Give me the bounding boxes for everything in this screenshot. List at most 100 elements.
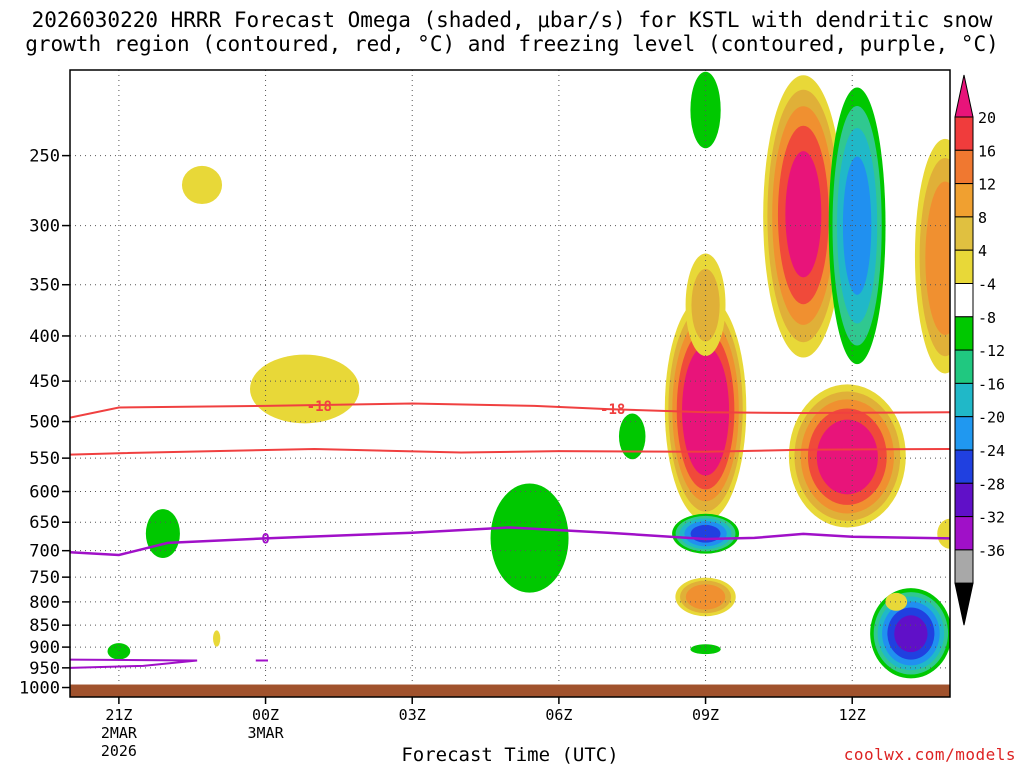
ground-fill bbox=[70, 684, 950, 697]
colorbar-arrow-bottom bbox=[954, 582, 974, 626]
colorbar-swatch bbox=[954, 316, 974, 351]
x-tick-label: 00Z bbox=[252, 706, 279, 724]
colorbar-swatch bbox=[954, 349, 974, 384]
colorbar-label: 12 bbox=[978, 176, 996, 194]
omega-shading bbox=[107, 71, 950, 679]
credit-text: coolwx.com/models bbox=[843, 745, 1016, 764]
omega-feature bbox=[870, 588, 950, 679]
omega-feature bbox=[107, 643, 131, 660]
y-tick-label: 350 bbox=[29, 276, 60, 296]
omega-feature bbox=[937, 518, 950, 549]
dendritic-label-left: -18 bbox=[307, 399, 332, 415]
omega-contour-fill bbox=[618, 413, 646, 460]
contours: -18 -18 0 bbox=[70, 399, 950, 669]
omega-feature bbox=[788, 384, 906, 528]
omega-contour-fill bbox=[490, 483, 569, 593]
colorbar-label: -4 bbox=[978, 276, 996, 294]
colorbar-swatch bbox=[954, 549, 974, 584]
omega-contour-fill bbox=[885, 592, 908, 611]
omega-contour-fill bbox=[690, 71, 721, 149]
x-tick-date: 3MAR bbox=[247, 724, 284, 742]
omega-contour-fill bbox=[894, 615, 928, 653]
colorbar-swatch bbox=[954, 149, 974, 185]
y-tick-label: 950 bbox=[29, 659, 60, 679]
omega-contour-fill bbox=[181, 165, 223, 205]
colorbar-swatch bbox=[954, 283, 974, 318]
omega-contour-fill bbox=[842, 156, 872, 295]
colorbar-swatch bbox=[954, 416, 974, 451]
x-tick-label: 06Z bbox=[545, 706, 572, 724]
y-tick-label: 500 bbox=[29, 413, 60, 433]
y-tick-label: 650 bbox=[29, 513, 60, 533]
y-tick-label: 600 bbox=[29, 483, 60, 503]
colorbar-label: 20 bbox=[978, 109, 996, 127]
omega-contour-fill bbox=[213, 630, 221, 647]
y-tick-label: 750 bbox=[29, 568, 60, 588]
omega-feature bbox=[675, 577, 736, 617]
omega-contour-fill bbox=[785, 151, 822, 278]
omega-contour-fill bbox=[937, 518, 950, 549]
omega-feature bbox=[763, 75, 844, 358]
ground-layer bbox=[70, 684, 950, 697]
freezing-level-contour bbox=[70, 526, 950, 557]
y-tick-label: 250 bbox=[29, 147, 60, 167]
omega-feature bbox=[181, 165, 223, 205]
colorbar-swatch bbox=[954, 216, 974, 251]
omega-contour-fill bbox=[107, 643, 131, 660]
colorbar-swatch bbox=[954, 183, 974, 218]
y-tick-label: 1000 bbox=[19, 679, 60, 699]
colorbar-label: -16 bbox=[978, 375, 1005, 393]
colorbar-label: -8 bbox=[978, 309, 996, 327]
omega-feature bbox=[828, 87, 886, 365]
x-tick-label: 21Z bbox=[105, 706, 132, 724]
colorbar-arrow-top bbox=[954, 74, 974, 118]
omega-contour-fill bbox=[250, 354, 360, 424]
colorbar-swatch bbox=[954, 516, 974, 551]
freezing-level-label: 0 bbox=[261, 531, 269, 547]
colorbar: 20 16 12 8 4 -4 -8 -12 -16 -20 -24 -28 -32 -36 bbox=[954, 74, 1005, 626]
colorbar-label: 4 bbox=[978, 242, 987, 260]
colorbar-label: 8 bbox=[978, 209, 987, 227]
chart-title-line-1: 2026030220 HRRR Forecast Omega (shaded, … bbox=[31, 8, 993, 32]
y-tick-label: 800 bbox=[29, 593, 60, 613]
x-tick-label: 09Z bbox=[692, 706, 719, 724]
y-tick-label: 700 bbox=[29, 542, 60, 562]
chart-title-line-2: growth region (contoured, red, °C) and f… bbox=[25, 32, 999, 56]
dendritic-label-right: -18 bbox=[600, 402, 625, 418]
colorbar-label: -20 bbox=[978, 409, 1005, 427]
colorbar-label: -32 bbox=[978, 509, 1005, 527]
x-tick-year: 2026 bbox=[101, 742, 137, 760]
y-tick-label: 550 bbox=[29, 449, 60, 469]
x-tick-label: 03Z bbox=[399, 706, 426, 724]
colorbar-label: -12 bbox=[978, 342, 1005, 360]
dendritic-isotherm-lower bbox=[70, 447, 950, 456]
colorbar-label: 16 bbox=[978, 142, 996, 160]
omega-feature bbox=[213, 630, 221, 647]
y-axis: 2503003504004505005506006507007508008509… bbox=[19, 147, 70, 699]
colorbar-swatch bbox=[954, 116, 974, 151]
colorbar-label: -24 bbox=[978, 442, 1005, 460]
colorbar-swatch bbox=[954, 249, 974, 284]
omega-feature bbox=[690, 71, 721, 149]
colorbar-swatch bbox=[954, 482, 974, 518]
omega-feature bbox=[690, 644, 721, 655]
y-tick-label: 850 bbox=[29, 616, 60, 636]
omega-feature bbox=[885, 592, 908, 611]
freezing-level-loop bbox=[70, 658, 198, 669]
y-tick-label: 450 bbox=[29, 372, 60, 392]
omega-contour-fill bbox=[685, 584, 726, 610]
omega-contour-fill bbox=[925, 181, 950, 335]
x-axis-label: Forecast Time (UTC) bbox=[401, 744, 619, 766]
omega-feature bbox=[250, 354, 360, 424]
y-tick-label: 900 bbox=[29, 638, 60, 658]
omega-contour-fill bbox=[690, 644, 721, 655]
omega-feature bbox=[490, 483, 569, 593]
colorbar-swatch bbox=[954, 382, 974, 418]
x-tick-label: 12Z bbox=[839, 706, 866, 724]
omega-contour-fill bbox=[816, 419, 878, 495]
colorbar-label: -28 bbox=[978, 475, 1005, 493]
colorbar-label: -36 bbox=[978, 542, 1005, 560]
omega-feature bbox=[914, 138, 950, 374]
